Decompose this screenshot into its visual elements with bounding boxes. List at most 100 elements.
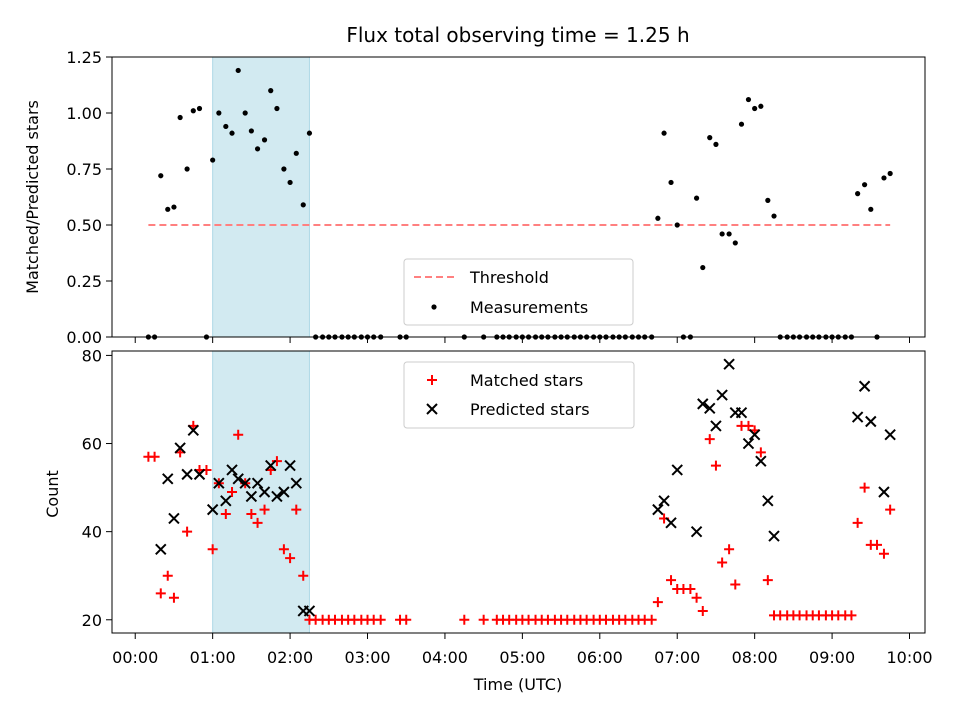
matched-star-point [652,597,663,608]
matched-star-point [691,592,702,603]
x-tick-label: 07:00 [654,648,700,667]
matched-star-point [846,610,857,621]
matched-star-point [252,517,263,528]
predicted-star-point [878,486,890,498]
measurement-point [268,88,274,94]
predicted-star-point [251,477,264,489]
measurement-point [223,123,229,130]
top-y-tick-label: 1.25 [66,48,102,67]
measurement-point [738,121,745,127]
matched-star-point [227,487,238,497]
measurement-point [287,179,293,186]
measurement-point [655,215,661,221]
matched-star-point [710,460,721,471]
measurement-point [707,135,713,141]
legend-matched-swatch [427,375,437,385]
matched-star-point [755,447,766,458]
top-legend: Threshold Measurements [403,258,634,326]
measurement-point [210,157,216,163]
matched-star-point [246,509,257,520]
predicted-star-point [193,468,206,481]
measurement-point [300,202,306,208]
x-tick-label: 02:00 [267,648,313,667]
legend-predicted-label: Predicted stars [470,400,590,419]
predicted-star-point [220,495,232,507]
measurement-point [745,96,752,103]
predicted-star-point [258,486,271,498]
predicted-star-point [271,490,283,503]
matched-star-point [401,614,412,625]
matched-star-point [871,539,882,550]
top-panel: 0.00 0.25 0.50 0.75 1.00 1.25 Threshold Measure… [66,48,926,347]
predicted-star-point [226,464,238,476]
x-tick-label: 10:00 [886,648,932,667]
measurement-point [765,197,771,203]
legend-threshold-label: Threshold [469,268,549,287]
x-tick-label: 00:00 [112,648,158,667]
x-tick-label: 04:00 [422,648,468,667]
matched-star-point [233,429,244,440]
predicted-star-point [174,442,186,454]
matched-star-point [885,504,896,515]
measurement-point [165,206,171,212]
predicted-star-point [755,455,767,467]
predicted-star-point [239,477,251,489]
predicted-star-point [723,358,735,370]
predicted-star-point [768,530,780,542]
predicted-star-point [742,437,755,450]
bottom-y-tick-label: 20 [82,611,102,630]
matched-star-point [697,605,708,616]
bottom-y-tick-label: 40 [82,523,102,542]
x-tick-label: 08:00 [732,648,778,667]
predicted-star-point [735,406,748,419]
measurement-point [862,182,868,188]
matched-star-point [685,583,696,594]
predicted-star-point [710,420,722,432]
top-y-tick-label: 0.00 [66,328,102,347]
measurement-point [216,110,222,116]
predicted-star-point [181,468,193,481]
x-tick-label: 01:00 [190,648,236,667]
top-legend-frame [403,258,634,326]
x-tick-label: 09:00 [809,648,855,667]
predicted-star-point [168,512,180,525]
predicted-star-point [155,543,167,555]
top-highlight-span [212,56,310,338]
measurement-point [235,67,241,74]
matched-star-point [155,588,166,599]
top-y-tick-label: 0.50 [66,216,102,235]
matched-star-point [375,614,386,625]
measurement-point [881,175,887,181]
legend-measurements-label: Measurements [470,298,588,317]
measurement-point [261,137,268,143]
measurement-point [700,264,706,271]
measurement-point [242,110,248,116]
measurement-point [674,222,680,228]
measurement-point [177,114,183,121]
bottom-y-tick-label: 80 [82,346,102,365]
predicted-star-point [865,415,877,428]
measurement-point [274,105,280,112]
x-tick-label: 06:00 [577,648,623,667]
measurement-point [693,195,700,201]
matched-star-point [704,434,715,445]
measurement-point [196,105,203,112]
matched-star-point [278,544,289,555]
measurement-point [158,173,164,179]
predicted-star-point [206,503,219,516]
top-y-tick-label: 1.00 [66,104,102,123]
measurement-point [719,231,725,237]
matched-star-point [724,544,735,555]
measurement-point [713,141,719,147]
bottom-axes-frame [111,350,926,634]
predicted-star-point [671,464,683,476]
measurement-point [752,105,758,112]
predicted-star-point [858,380,871,392]
measurement-point [771,213,777,219]
predicted-star-point [704,402,716,414]
matched-star-point [717,557,728,568]
matched-star-point [291,504,302,515]
predicted-star-point [290,477,302,489]
predicted-star-point [303,605,316,617]
x-axis-label: Time (UTC) [473,675,562,694]
